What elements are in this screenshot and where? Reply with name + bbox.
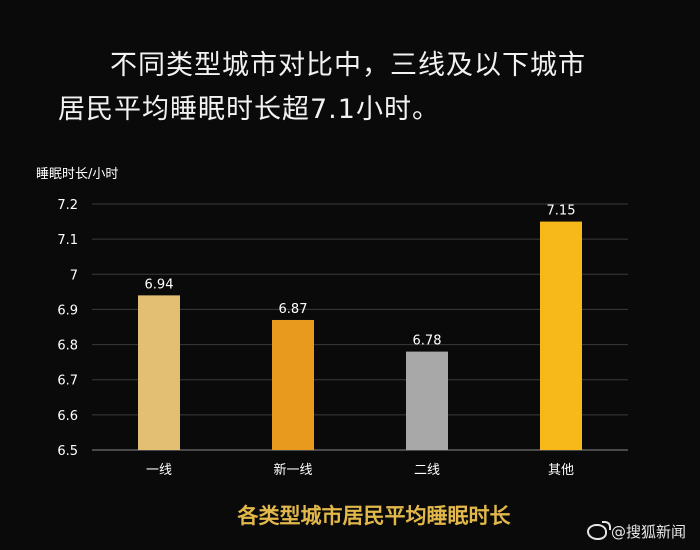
headline-line-2: 居民平均睡眠时长超7.1小时。 (58, 94, 440, 125)
data-label: 6.94 (145, 277, 174, 292)
bar-3 (406, 351, 448, 450)
y-tick-label: 6.7 (57, 374, 78, 389)
headline: 不同类型城市对比中，三线及以下城市 居民平均睡眠时长超7.1小时。 (58, 44, 678, 132)
y-tick-label: 7.2 (57, 198, 78, 213)
chart-title: 各类型城市居民平均睡眠时长 (237, 504, 512, 528)
weibo-logo-icon (586, 520, 611, 540)
data-label: 7.15 (547, 204, 576, 219)
bar-1 (138, 295, 180, 450)
y-tick-label: 6.5 (57, 444, 78, 459)
y-tick-label: 7.1 (57, 233, 78, 248)
y-tick-label: 6.8 (57, 339, 78, 354)
bar-4 (540, 221, 582, 450)
y-tick-label: 7 (70, 268, 78, 283)
y-tick-label: 6.9 (57, 303, 78, 318)
x-tick-label: 新一线 (273, 462, 312, 478)
watermark: @搜狐新闻 (586, 520, 686, 542)
x-tick-label: 二线 (414, 463, 440, 478)
x-tick-label: 一线 (146, 463, 172, 478)
bar-2 (272, 319, 314, 450)
data-label: 6.87 (279, 302, 308, 317)
y-tick-label: 6.6 (57, 409, 78, 424)
watermark-text: @搜狐新闻 (610, 523, 686, 541)
x-tick-label: 其他 (548, 463, 574, 478)
headline-line-1: 不同类型城市对比中，三线及以下城市 (110, 50, 586, 81)
y-axis-label: 睡眠时长/小时 (36, 167, 118, 182)
data-label: 6.78 (413, 334, 442, 349)
